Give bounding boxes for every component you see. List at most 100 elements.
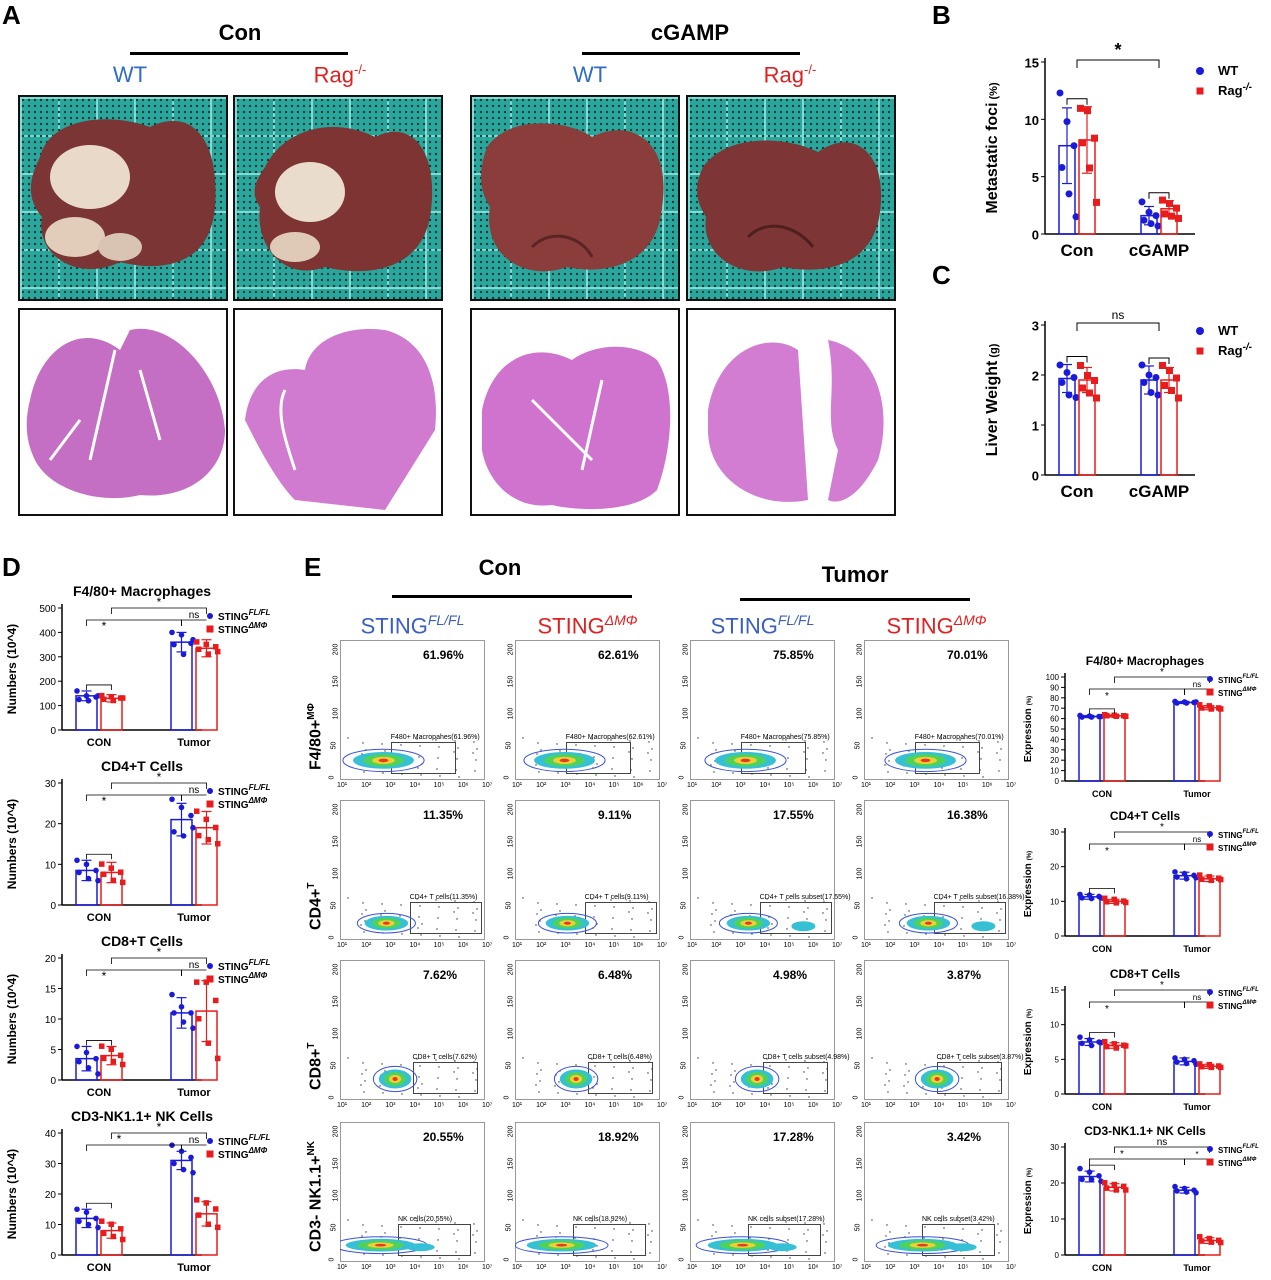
data-point bbox=[1138, 361, 1146, 369]
flow-x-tick: 10² bbox=[885, 1264, 896, 1271]
flow-x-tick: 10¹ bbox=[861, 1264, 872, 1271]
x-tick-label: Tumor bbox=[1183, 789, 1211, 799]
flow-x-tick: 10⁴ bbox=[933, 782, 945, 789]
sig-label: ns bbox=[1193, 835, 1201, 844]
flow-event bbox=[885, 753, 887, 755]
flow-event bbox=[767, 1249, 769, 1251]
y-tick-label: 20 bbox=[45, 820, 57, 831]
flow-event bbox=[591, 1058, 593, 1060]
flow-y-tick: 100 bbox=[507, 1189, 515, 1202]
y-axis-label: Expression(%) bbox=[1023, 696, 1034, 762]
flow-y-tick: 0 bbox=[503, 775, 511, 780]
data-point bbox=[1154, 391, 1162, 399]
flow-event bbox=[420, 774, 422, 776]
flow-event bbox=[980, 758, 982, 760]
flow-x-tick: 10⁵ bbox=[608, 942, 620, 949]
legend-label: STINGFL/FL bbox=[1218, 829, 1259, 840]
data-point bbox=[178, 1148, 185, 1155]
flow-event bbox=[822, 1234, 824, 1236]
flow-event bbox=[630, 1089, 632, 1091]
flow-event bbox=[384, 910, 386, 912]
flow-x-tick: 10³ bbox=[735, 1102, 746, 1109]
flow-event bbox=[559, 1232, 561, 1234]
flow-event bbox=[647, 752, 649, 754]
data-point bbox=[1079, 895, 1085, 901]
flow-event bbox=[803, 751, 805, 753]
flow-event bbox=[347, 737, 349, 739]
data-point bbox=[108, 865, 114, 871]
flow-event bbox=[538, 1091, 540, 1093]
flow-y-tick: 150 bbox=[682, 1157, 690, 1170]
flow-event bbox=[787, 1077, 789, 1079]
flow-event bbox=[522, 1219, 524, 1221]
flow-event bbox=[437, 917, 439, 919]
bar bbox=[1173, 1060, 1196, 1095]
flow-y-tick: 150 bbox=[332, 675, 340, 688]
flow-event bbox=[536, 913, 538, 915]
flow-event bbox=[556, 1225, 558, 1227]
flow-y-tick: 200 bbox=[332, 963, 340, 976]
bar bbox=[1160, 379, 1178, 476]
flow-event bbox=[435, 1059, 437, 1061]
flow-event bbox=[886, 902, 888, 904]
flow-event bbox=[364, 1080, 366, 1082]
sig-label: * bbox=[117, 1132, 122, 1146]
flow-event bbox=[940, 1220, 942, 1222]
flow-event bbox=[439, 1095, 441, 1097]
flow-event bbox=[632, 907, 634, 909]
flow-contour bbox=[556, 1243, 568, 1247]
flow-y-tick: 50 bbox=[505, 901, 513, 910]
flow-event bbox=[522, 737, 524, 739]
data-point bbox=[1113, 1045, 1119, 1051]
flow-event bbox=[750, 744, 752, 746]
chart-title: CD8+T Cells bbox=[1110, 967, 1181, 981]
y-tick-label: 0 bbox=[1032, 228, 1039, 243]
data-point bbox=[108, 1046, 114, 1052]
legend-marker bbox=[1207, 676, 1213, 682]
data-point bbox=[1152, 212, 1160, 220]
flow-density bbox=[522, 737, 653, 778]
data-point bbox=[1183, 1189, 1190, 1195]
data-point bbox=[1206, 1235, 1212, 1242]
x-tick-label: CON bbox=[87, 1087, 112, 1099]
flow-event bbox=[650, 1079, 652, 1081]
flow-x-tick: 10¹ bbox=[512, 942, 523, 949]
flow-x-tick: 10⁷ bbox=[482, 1102, 493, 1109]
flow-event bbox=[363, 1091, 365, 1093]
flow-y-tick: 100 bbox=[856, 1027, 864, 1040]
data-point bbox=[1199, 1238, 1205, 1244]
flow-event bbox=[996, 912, 998, 914]
flow-event bbox=[807, 1229, 809, 1231]
flow-event bbox=[595, 774, 597, 776]
legend-marker bbox=[1207, 831, 1213, 837]
flow-y-tick: 50 bbox=[854, 741, 862, 750]
y-tick-label: 5 bbox=[1032, 170, 1039, 185]
flow-event bbox=[807, 907, 809, 909]
y-tick-label: 80 bbox=[1050, 694, 1059, 703]
flow-x-tick: 10⁴ bbox=[933, 1102, 945, 1109]
data-point bbox=[178, 1004, 185, 1010]
flow-event bbox=[943, 905, 945, 907]
sig-label: ns bbox=[1193, 993, 1201, 1002]
sig-label: * bbox=[157, 945, 162, 959]
y-tick-label: 5 bbox=[1055, 1055, 1060, 1064]
flow-density bbox=[342, 737, 478, 778]
flow-event bbox=[710, 924, 712, 926]
data-point bbox=[1208, 877, 1214, 884]
flow-x-tick: 10³ bbox=[385, 1264, 396, 1271]
flow-event bbox=[538, 1253, 540, 1255]
liver-photo-con-rag bbox=[233, 95, 443, 301]
data-point bbox=[1077, 104, 1084, 112]
flow-event bbox=[381, 903, 383, 905]
flow-x-tick: 10² bbox=[536, 1102, 547, 1109]
chart-b: 0 5 10 15 Metastatic foci(%) Con cGAMP * WT Rag-/… bbox=[984, 40, 1253, 260]
histology-con-wt bbox=[18, 308, 228, 516]
flow-event bbox=[1000, 908, 1002, 910]
data-point bbox=[1058, 163, 1066, 171]
flow-row-label: CD8+T bbox=[306, 1042, 325, 1090]
flow-event bbox=[823, 741, 825, 743]
data-point bbox=[1206, 874, 1212, 880]
data-point bbox=[180, 651, 187, 658]
flow-event bbox=[963, 935, 965, 937]
y-tick-label: 0 bbox=[1055, 777, 1060, 786]
